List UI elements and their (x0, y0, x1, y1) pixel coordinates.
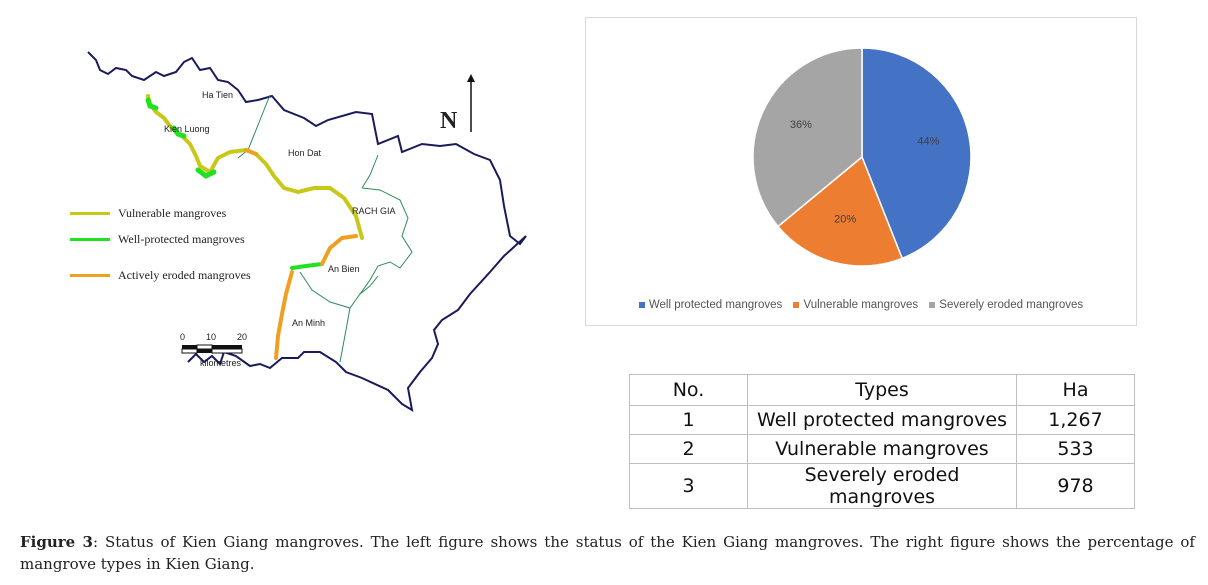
scale-bar-graphic (181, 344, 243, 354)
scale-tick: 10 (206, 332, 217, 342)
province-boundary (87, 51, 527, 412)
table-cell: 3 (629, 463, 748, 509)
table-cell: 1,267 (1016, 405, 1135, 435)
pie-slice (752, 47, 863, 228)
scale-tick: 0 (180, 332, 186, 342)
legend-swatch (929, 301, 936, 308)
pie-data-label: 36% (790, 119, 812, 131)
district-boundary (299, 271, 379, 309)
pie-chart-panel: 44% 20% 36% Well protected mangroves Vulne… (585, 17, 1137, 326)
column-header: No. (629, 374, 748, 406)
scale-bar: 0 10 20 kilometres (180, 332, 290, 372)
coast-protected (195, 167, 217, 179)
coast-protected (290, 262, 324, 270)
scale-unit: kilometres (200, 358, 242, 368)
district-boundary (237, 94, 271, 159)
table-row: 3 Severely eroded mangroves 978 (629, 463, 1135, 509)
legend-swatch (638, 301, 645, 308)
coast-vulnerable (146, 94, 364, 240)
district-boundary (359, 187, 413, 295)
place-label: Hon Dat (288, 148, 322, 158)
table-row: 1 Well protected mangroves 1,267 (629, 405, 1135, 435)
coast-eroded (320, 234, 358, 266)
legend-swatch (70, 238, 110, 241)
table-cell: 2 (629, 434, 748, 464)
district-boundary (339, 307, 351, 363)
legend-swatch (793, 301, 800, 308)
north-label: N (440, 108, 458, 134)
pie-chart: 44% 20% 36% (752, 47, 972, 267)
figure-caption: Figure 3: Status of Kien Giang mangroves… (20, 531, 1195, 575)
table-cell: 533 (1016, 434, 1135, 464)
map-legend-item: Actively eroded mangroves (70, 268, 251, 283)
caption-label: Figure 3 (20, 533, 93, 551)
caption-text: : Status of Kien Giang mangroves. The le… (20, 533, 1195, 573)
coast-protected (171, 125, 187, 139)
pie-legend-item: Severely eroded mangroves (929, 299, 1083, 311)
district-boundary (361, 154, 379, 189)
column-header: Ha (1016, 374, 1135, 406)
place-label: Kien Luong (164, 124, 210, 134)
table-cell: Well protected mangroves (747, 405, 1017, 435)
column-header: Types (747, 374, 1017, 406)
place-label: An Minh (292, 318, 326, 328)
legend-label: Actively eroded mangroves (118, 268, 251, 282)
table-header-row: No. Types Ha (629, 374, 1135, 406)
coast-eroded (244, 148, 258, 156)
table-cell: 978 (1016, 463, 1135, 509)
pie-legend: Well protected mangroves Vulnerable mang… (586, 299, 1136, 311)
pie-data-label: 20% (834, 213, 856, 225)
scale-tick: 20 (237, 332, 248, 342)
coast-eroded (274, 270, 294, 360)
map-legend-item: Vulnerable mangroves (70, 206, 226, 221)
legend-swatch (70, 274, 110, 277)
legend-label: Well-protected mangroves (118, 232, 245, 246)
pie-legend-item: Vulnerable mangroves (793, 299, 918, 311)
place-label: RACH GIA (352, 206, 396, 216)
legend-label: Well protected mangroves (648, 299, 783, 311)
legend-label: Severely eroded mangroves (939, 299, 1084, 311)
table-cell: Vulnerable mangroves (747, 434, 1017, 464)
coast-protected (145, 97, 159, 111)
pie-slice (776, 155, 904, 267)
map-figure: Ha Tien Kien Luong Hon Dat RACH GIA An B… (60, 40, 540, 420)
legend-label: Vulnerable mangroves (118, 206, 227, 220)
table-cell: 1 (629, 405, 748, 435)
pie-legend-item: Well protected mangroves (638, 299, 783, 311)
pie-data-label: 44% (917, 135, 939, 147)
north-arrow-head-icon (467, 74, 475, 82)
place-label: Ha Tien (202, 90, 234, 100)
mangrove-types-table: No. Types Ha 1 Well protected mangroves … (629, 374, 1135, 509)
table-cell: Severely eroded mangroves (747, 463, 1017, 509)
place-label: An Bien (328, 264, 360, 274)
pie-slice (861, 47, 972, 260)
map-svg (87, 51, 527, 412)
legend-label: Vulnerable mangroves (803, 299, 919, 311)
table-row: 2 Vulnerable mangroves 533 (629, 434, 1135, 464)
legend-swatch (70, 212, 110, 215)
map-legend-item: Well-protected mangroves (70, 232, 245, 247)
